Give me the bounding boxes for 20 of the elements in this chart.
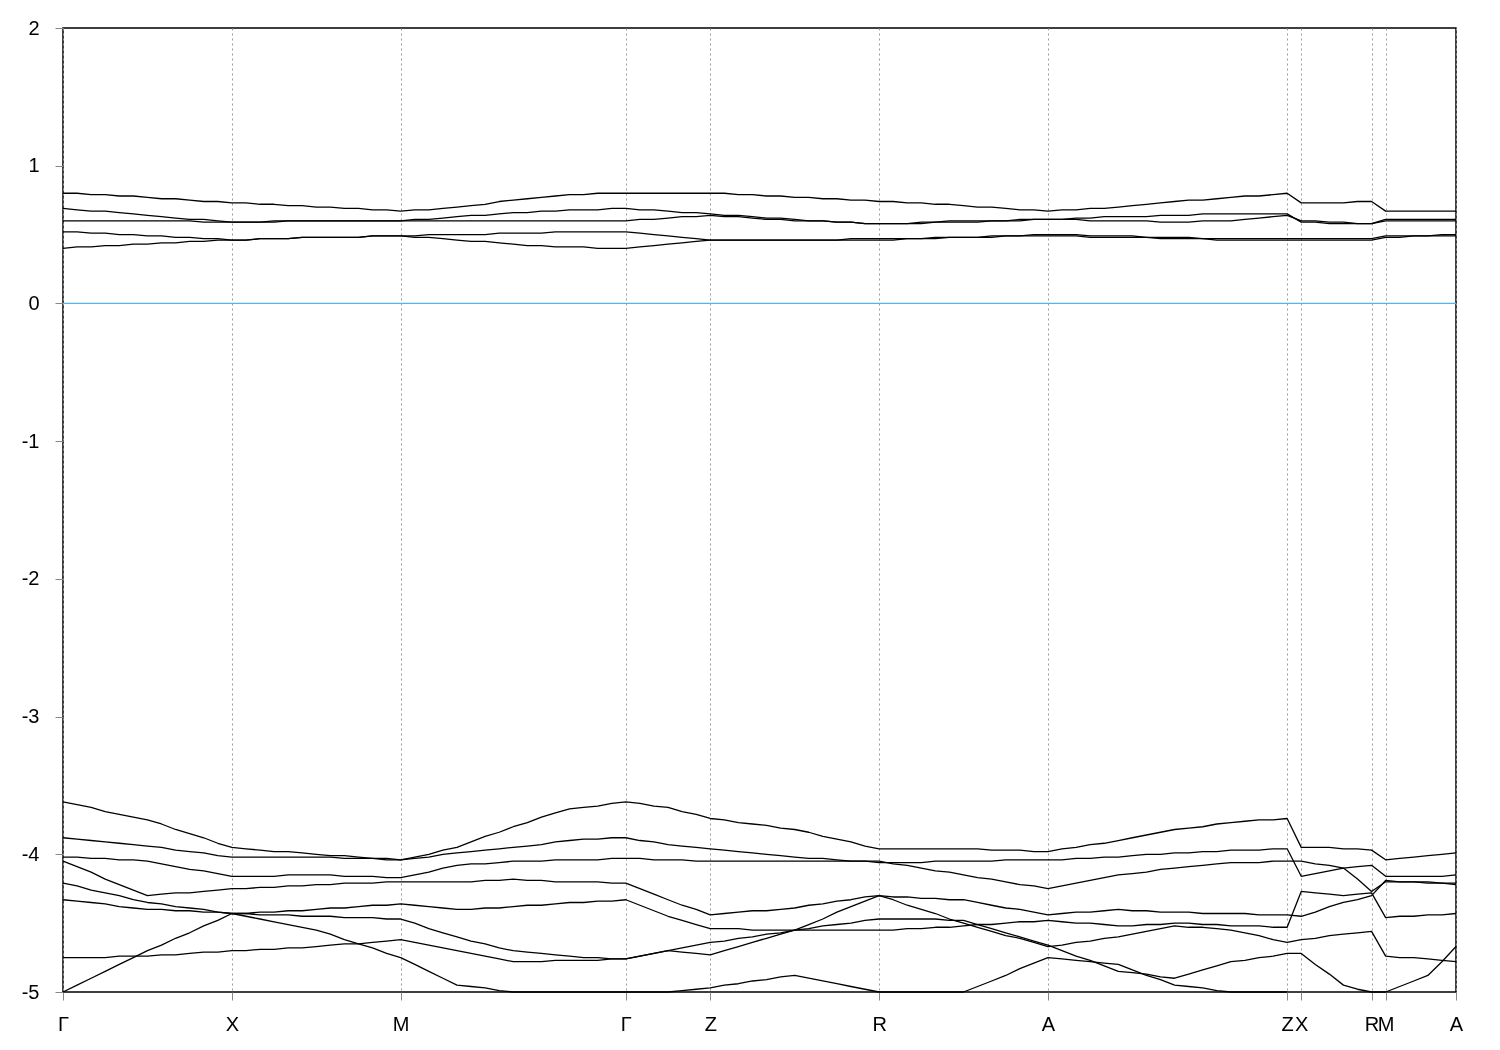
y-tick-label: 2 <box>28 16 40 39</box>
x-tick-label: Γ <box>57 1012 70 1035</box>
x-tick-label: M <box>1377 1012 1395 1035</box>
y-tick-label: -5 <box>21 980 40 1003</box>
x-tick-label: R <box>872 1012 887 1035</box>
y-tick-label: 1 <box>28 154 40 177</box>
x-tick-label: Γ <box>620 1012 632 1035</box>
x-tick-label: X <box>1295 1012 1309 1035</box>
x-tick-label: M <box>392 1012 410 1035</box>
x-tick-label: X <box>225 1012 240 1035</box>
x-tick-label: A <box>1041 1012 1056 1035</box>
x-tick-label: Z <box>704 1012 717 1035</box>
y-tick-label: -3 <box>21 705 40 728</box>
y-tick-label: -2 <box>21 567 40 590</box>
x-tick-label: Z <box>1281 1012 1294 1035</box>
y-tick-label: -4 <box>21 842 40 865</box>
x-tick-label: A <box>1449 1012 1464 1035</box>
x-tick-label: R <box>1364 1012 1380 1035</box>
y-tick-label: -1 <box>21 429 40 452</box>
y-tick-label: 0 <box>28 291 40 314</box>
